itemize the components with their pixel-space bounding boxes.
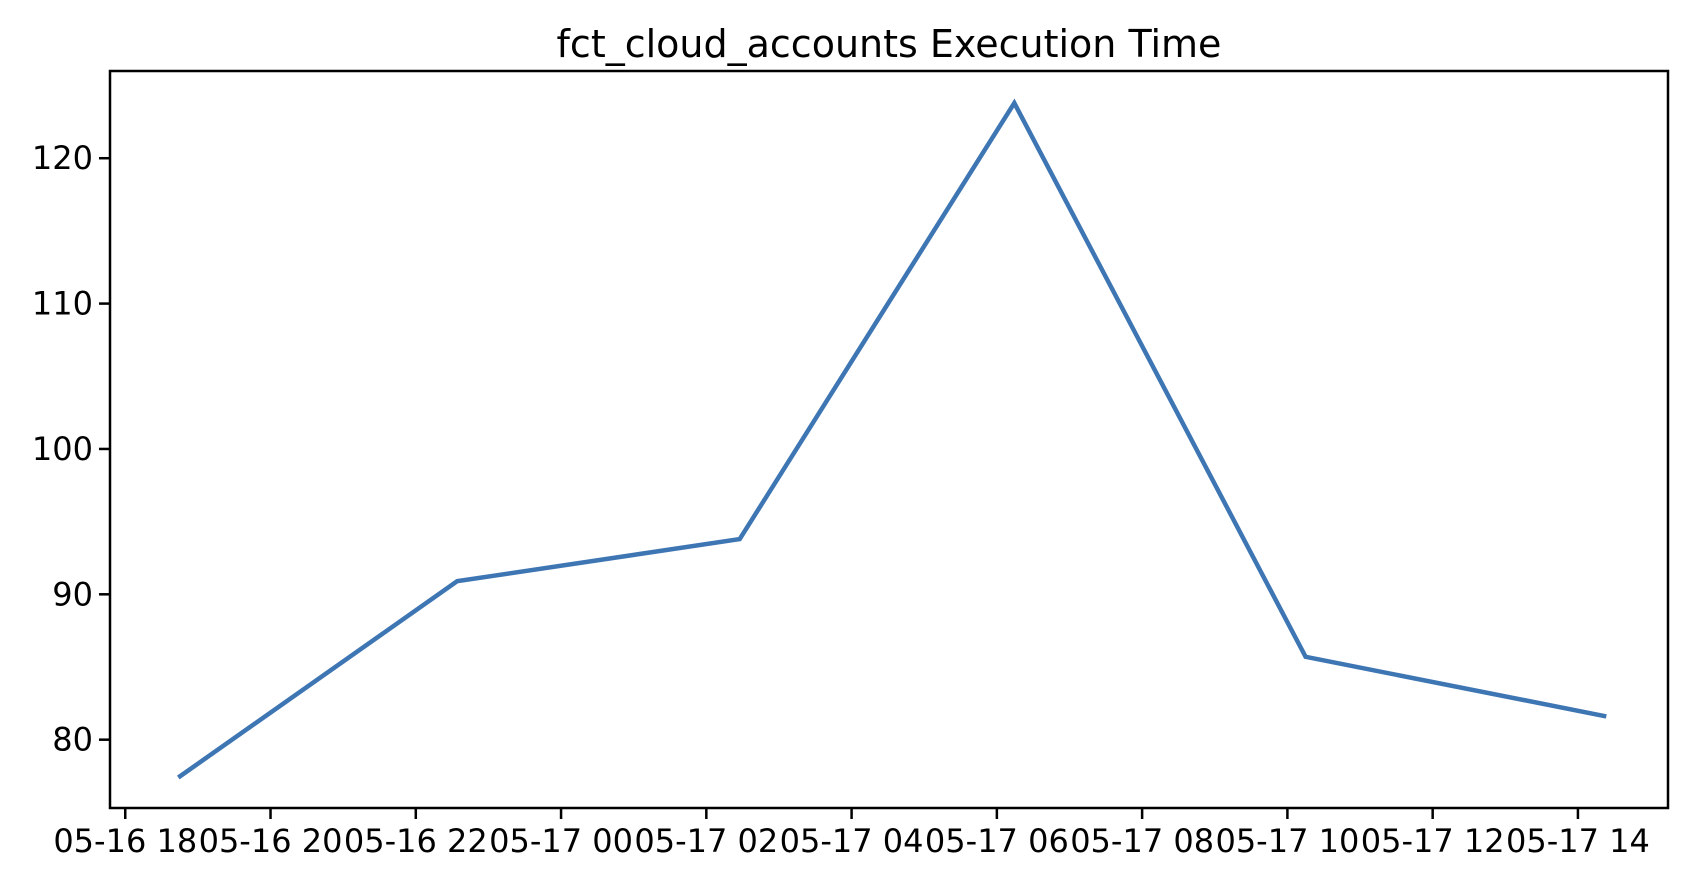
- y-axis: 80 90 100 110 120: [32, 139, 110, 759]
- x-tick-label: 05-17 02: [634, 822, 778, 860]
- chart-title: fct_cloud_accounts Execution Time: [557, 22, 1222, 66]
- y-tick-label: 100: [32, 430, 93, 468]
- x-tick-label: 05-17 10: [1215, 822, 1359, 860]
- x-tick-label: 05-16 18: [53, 822, 197, 860]
- y-tick-label: 90: [52, 575, 93, 613]
- x-tick-label: 05-17 14: [1506, 822, 1650, 860]
- x-axis: 05-16 18 05-16 20 05-16 22 05-17 00 05-17 02…: [53, 808, 1650, 860]
- y-tick-label: 120: [32, 139, 93, 177]
- x-tick-label: 05-16 20: [199, 822, 343, 860]
- x-tick-label: 05-17 04: [780, 822, 924, 860]
- x-tick-label: 05-16 22: [344, 822, 488, 860]
- plot-frame: [108, 69, 1670, 810]
- x-tick-label: 05-17 00: [489, 822, 633, 860]
- y-tick-label: 80: [52, 721, 93, 759]
- x-tick-label: 05-17 12: [1361, 822, 1505, 860]
- x-tick-label: 05-17 08: [1070, 822, 1214, 860]
- y-tick-label: 110: [32, 285, 93, 323]
- x-tick-label: 05-17 06: [925, 822, 1069, 860]
- execution-time-line: [177, 98, 1607, 780]
